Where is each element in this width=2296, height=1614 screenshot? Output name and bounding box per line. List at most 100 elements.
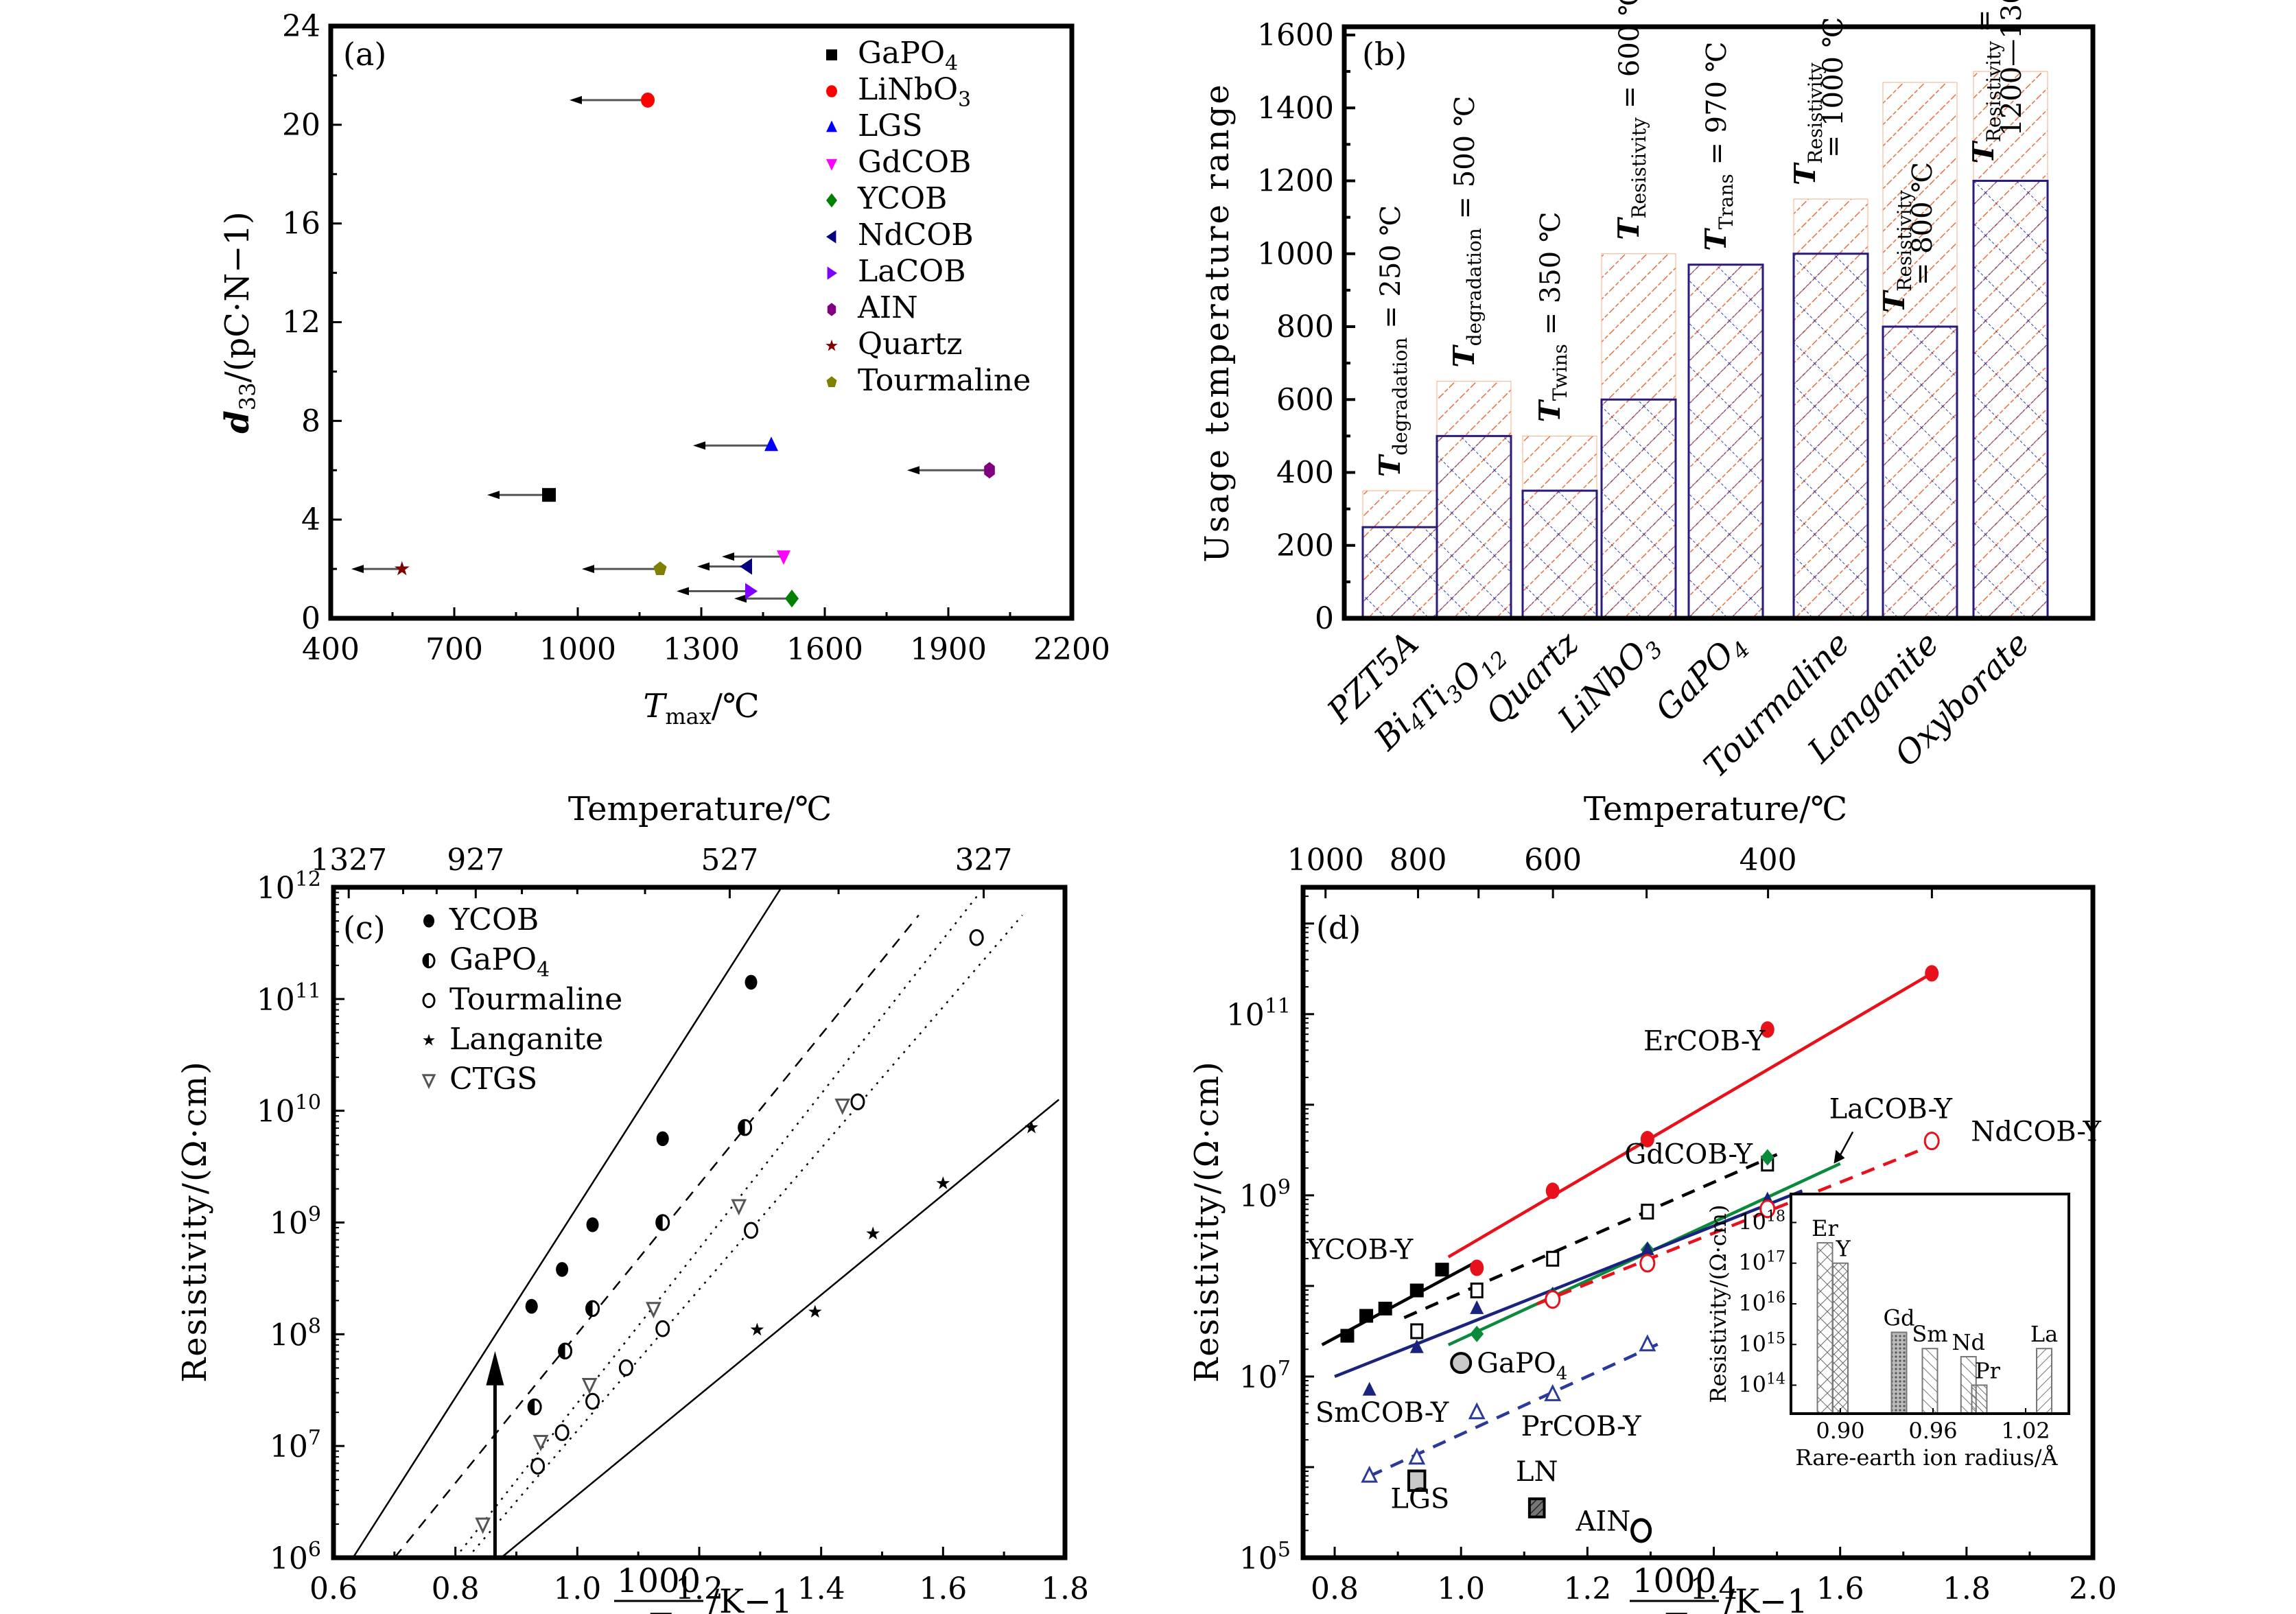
panel-c-point-tourmaline	[585, 1392, 600, 1410]
panel-b-annotation-sub: Trans	[1715, 174, 1737, 229]
panel-d-point-smcob-y	[1409, 1339, 1424, 1353]
panel-d-top-tick-label: 600	[1524, 843, 1582, 878]
panel-d-fit-ndcob-y	[1536, 1144, 1933, 1306]
panel-a-ytick-label: 12	[282, 305, 320, 340]
panel-c-top-tick-label: 327	[955, 843, 1013, 878]
panel-c-fit-gapo4	[393, 914, 919, 1558]
panel-c-legend-label-main: GaPO	[449, 942, 537, 977]
panel-d-ytick-exp: 7	[1278, 1357, 1291, 1381]
panel-c-point-ctgs-shape	[834, 1098, 851, 1115]
panel-a-arrowhead	[351, 565, 364, 574]
panel-a-point-gapo4-shape	[542, 488, 556, 502]
panel-a-arrowhead	[693, 441, 705, 450]
panel-d-point-ercob-y	[1760, 1021, 1774, 1038]
panel-c-point-langanite	[936, 1176, 950, 1189]
panel-b-annotation-sub: degradation	[1389, 338, 1411, 456]
panel-c-xlabel-unit: /K−1	[708, 1582, 793, 1614]
panel-a-axes: 400 700 1000 1300 1600 1900 2200 0 4 8 12 16 20 24	[282, 9, 1110, 667]
panel-b-annotation: TTwins = 350 ℃	[1533, 211, 1571, 422]
panel-d-ylabel: Resistivity/(Ω·cm)	[1188, 1060, 1226, 1383]
panel-a-legend-label: NdCOB	[858, 218, 974, 253]
panel-c-xtick-label: 1.6	[919, 1571, 967, 1606]
panel-c-ytick-exp: 11	[295, 979, 321, 1003]
panel-d-inset-bar-label: Sm	[1912, 1321, 1947, 1347]
panel-b-bar-lower-linbo3	[1600, 398, 1677, 620]
panel-a-legend-label: Quartz	[858, 327, 963, 362]
panel-b-xtick-label-part: GaPO	[1648, 634, 1742, 729]
panel-a-legend-marker	[827, 303, 836, 316]
panel-a-point-gapo4	[542, 488, 556, 502]
panel-b-annotation-line2: = 1000 ℃	[1818, 17, 1849, 159]
panel-d-point-ercob-y	[1640, 1131, 1654, 1148]
panel-d-point-ln	[1527, 1497, 1546, 1519]
panel-a-ylabel: d33/(pC·N−1)	[218, 211, 261, 433]
panel-d-point-gdcob-y-green-	[1470, 1325, 1484, 1342]
panel-c-ytick-label: 1011	[257, 979, 321, 1018]
panel-a-xlabel-unit: /℃	[712, 687, 760, 725]
panel-c-point-tourmaline-shape	[530, 1458, 546, 1475]
panel-c-point-ctgs	[532, 1435, 549, 1451]
panel-b-ytick-label: 400	[1276, 456, 1334, 491]
panel-d-point-prcob-y-shape	[1361, 1465, 1379, 1483]
panel-c-point-tourmaline	[618, 1359, 633, 1377]
panel-c-point-tourmaline	[655, 1320, 670, 1337]
panel-a-point-lgs-shape	[764, 436, 778, 452]
panel-c-point-langanite-shape	[750, 1322, 764, 1336]
panel-b-ytick-label: 0	[1315, 601, 1334, 636]
panel-d-inset-ytick-base: 10	[1738, 1331, 1766, 1357]
panel-a-legend-label-sub: 4	[945, 51, 958, 75]
panel-d-ytick-exp: 11	[1265, 994, 1291, 1018]
panel-a-legend-label-main: LGS	[858, 108, 923, 143]
panel-b-bar-lower-bi4ti3o12	[1436, 434, 1512, 620]
panel-b-annotation-symbol: T	[1877, 290, 1911, 313]
panel-d-inset-bar-label: Er	[1812, 1215, 1838, 1241]
panel-c-point-tourmaline	[969, 928, 984, 946]
panel-d-top-tick-label: 400	[1739, 843, 1797, 878]
panel-b-label: (b)	[1362, 36, 1407, 73]
panel-a-legend-label-main: Quartz	[858, 327, 963, 362]
panel-d-point-ercob-y-shape	[1925, 965, 1939, 982]
panel-a-legend-marker-shape	[826, 120, 837, 132]
panel-d-ytick-label: 109	[1239, 1176, 1291, 1214]
panel-b-annotation: TTrans = 970 ℃	[1699, 42, 1737, 251]
panel-d-xlabel-den: T	[1663, 1606, 1687, 1614]
panel-c-point-ycob-shape	[586, 1217, 599, 1232]
panel-d-inset-ytick-label: 1018	[1738, 1208, 1785, 1235]
panel-d-inset-bar-gd	[1890, 1331, 1908, 1414]
panel-d-fit-smcob-y	[1334, 1189, 1803, 1379]
panel-c-fit-ycob	[352, 887, 782, 1558]
panel-c-point-ycob	[656, 1131, 669, 1147]
panel-c-legend-label-main: CTGS	[449, 1062, 537, 1097]
panel-c-point-gapo4-fill	[528, 1399, 535, 1414]
panel-c-point-tourmaline-shape	[585, 1392, 600, 1410]
panel-a-legend-marker-shape	[826, 230, 836, 244]
panel-d-inset-ytick-exp: 17	[1766, 1249, 1785, 1266]
panel-d-gapo4-label-sub: 4	[1556, 1364, 1568, 1384]
panel-c-point-ctgs	[645, 1302, 661, 1319]
panel-d-series-label: LN	[1516, 1456, 1558, 1488]
panel-c-xtick-label: 1.0	[553, 1571, 601, 1606]
panel-d-inset-ytick-exp: 18	[1766, 1208, 1785, 1225]
panel-a-legend-label-sub: 3	[958, 88, 971, 112]
panel-b-annotation-line2: 1200—1300 ℃	[1996, 0, 2028, 137]
panel-c-ytick-exp: 9	[308, 1203, 321, 1227]
panel-b-category-labels: PZT5ABi4Ti3O12QuartzLiNbO3GaPO4Tourmalin…	[1320, 624, 2037, 785]
panel-b-annotation-symbol: T	[1788, 162, 1822, 185]
panel-d-xtick-label: 1.2	[1563, 1571, 1611, 1606]
panel-c-ytick-exp: 6	[308, 1538, 321, 1562]
panel-c-legend-marker-shape	[421, 1074, 436, 1090]
panel-a-ytick-label: 0	[301, 601, 320, 636]
panel-d-point-gdcob-y-green--shape	[1760, 1149, 1774, 1166]
panel-c-point-langanite	[1024, 1120, 1038, 1134]
panel-c-ytick-base: 10	[270, 1206, 308, 1241]
panel-c-point-langanite-shape	[1024, 1120, 1038, 1134]
panel-c-point-ctgs-shape	[581, 1378, 598, 1394]
panel-d-ytick-base: 10	[1239, 1541, 1278, 1576]
panel-d-point-ycob-y	[1378, 1301, 1392, 1315]
panel-d-inset-ytick-exp: 14	[1766, 1371, 1785, 1388]
panel-d-inset-ytick-exp: 15	[1766, 1330, 1785, 1347]
panel-a-ytick-label: 4	[301, 502, 320, 537]
panel-c-ytick-base: 10	[257, 871, 295, 906]
panel-a-xtick-label: 400	[302, 632, 360, 667]
panel-d-inset-xtick-label: 1.02	[2001, 1418, 2050, 1444]
